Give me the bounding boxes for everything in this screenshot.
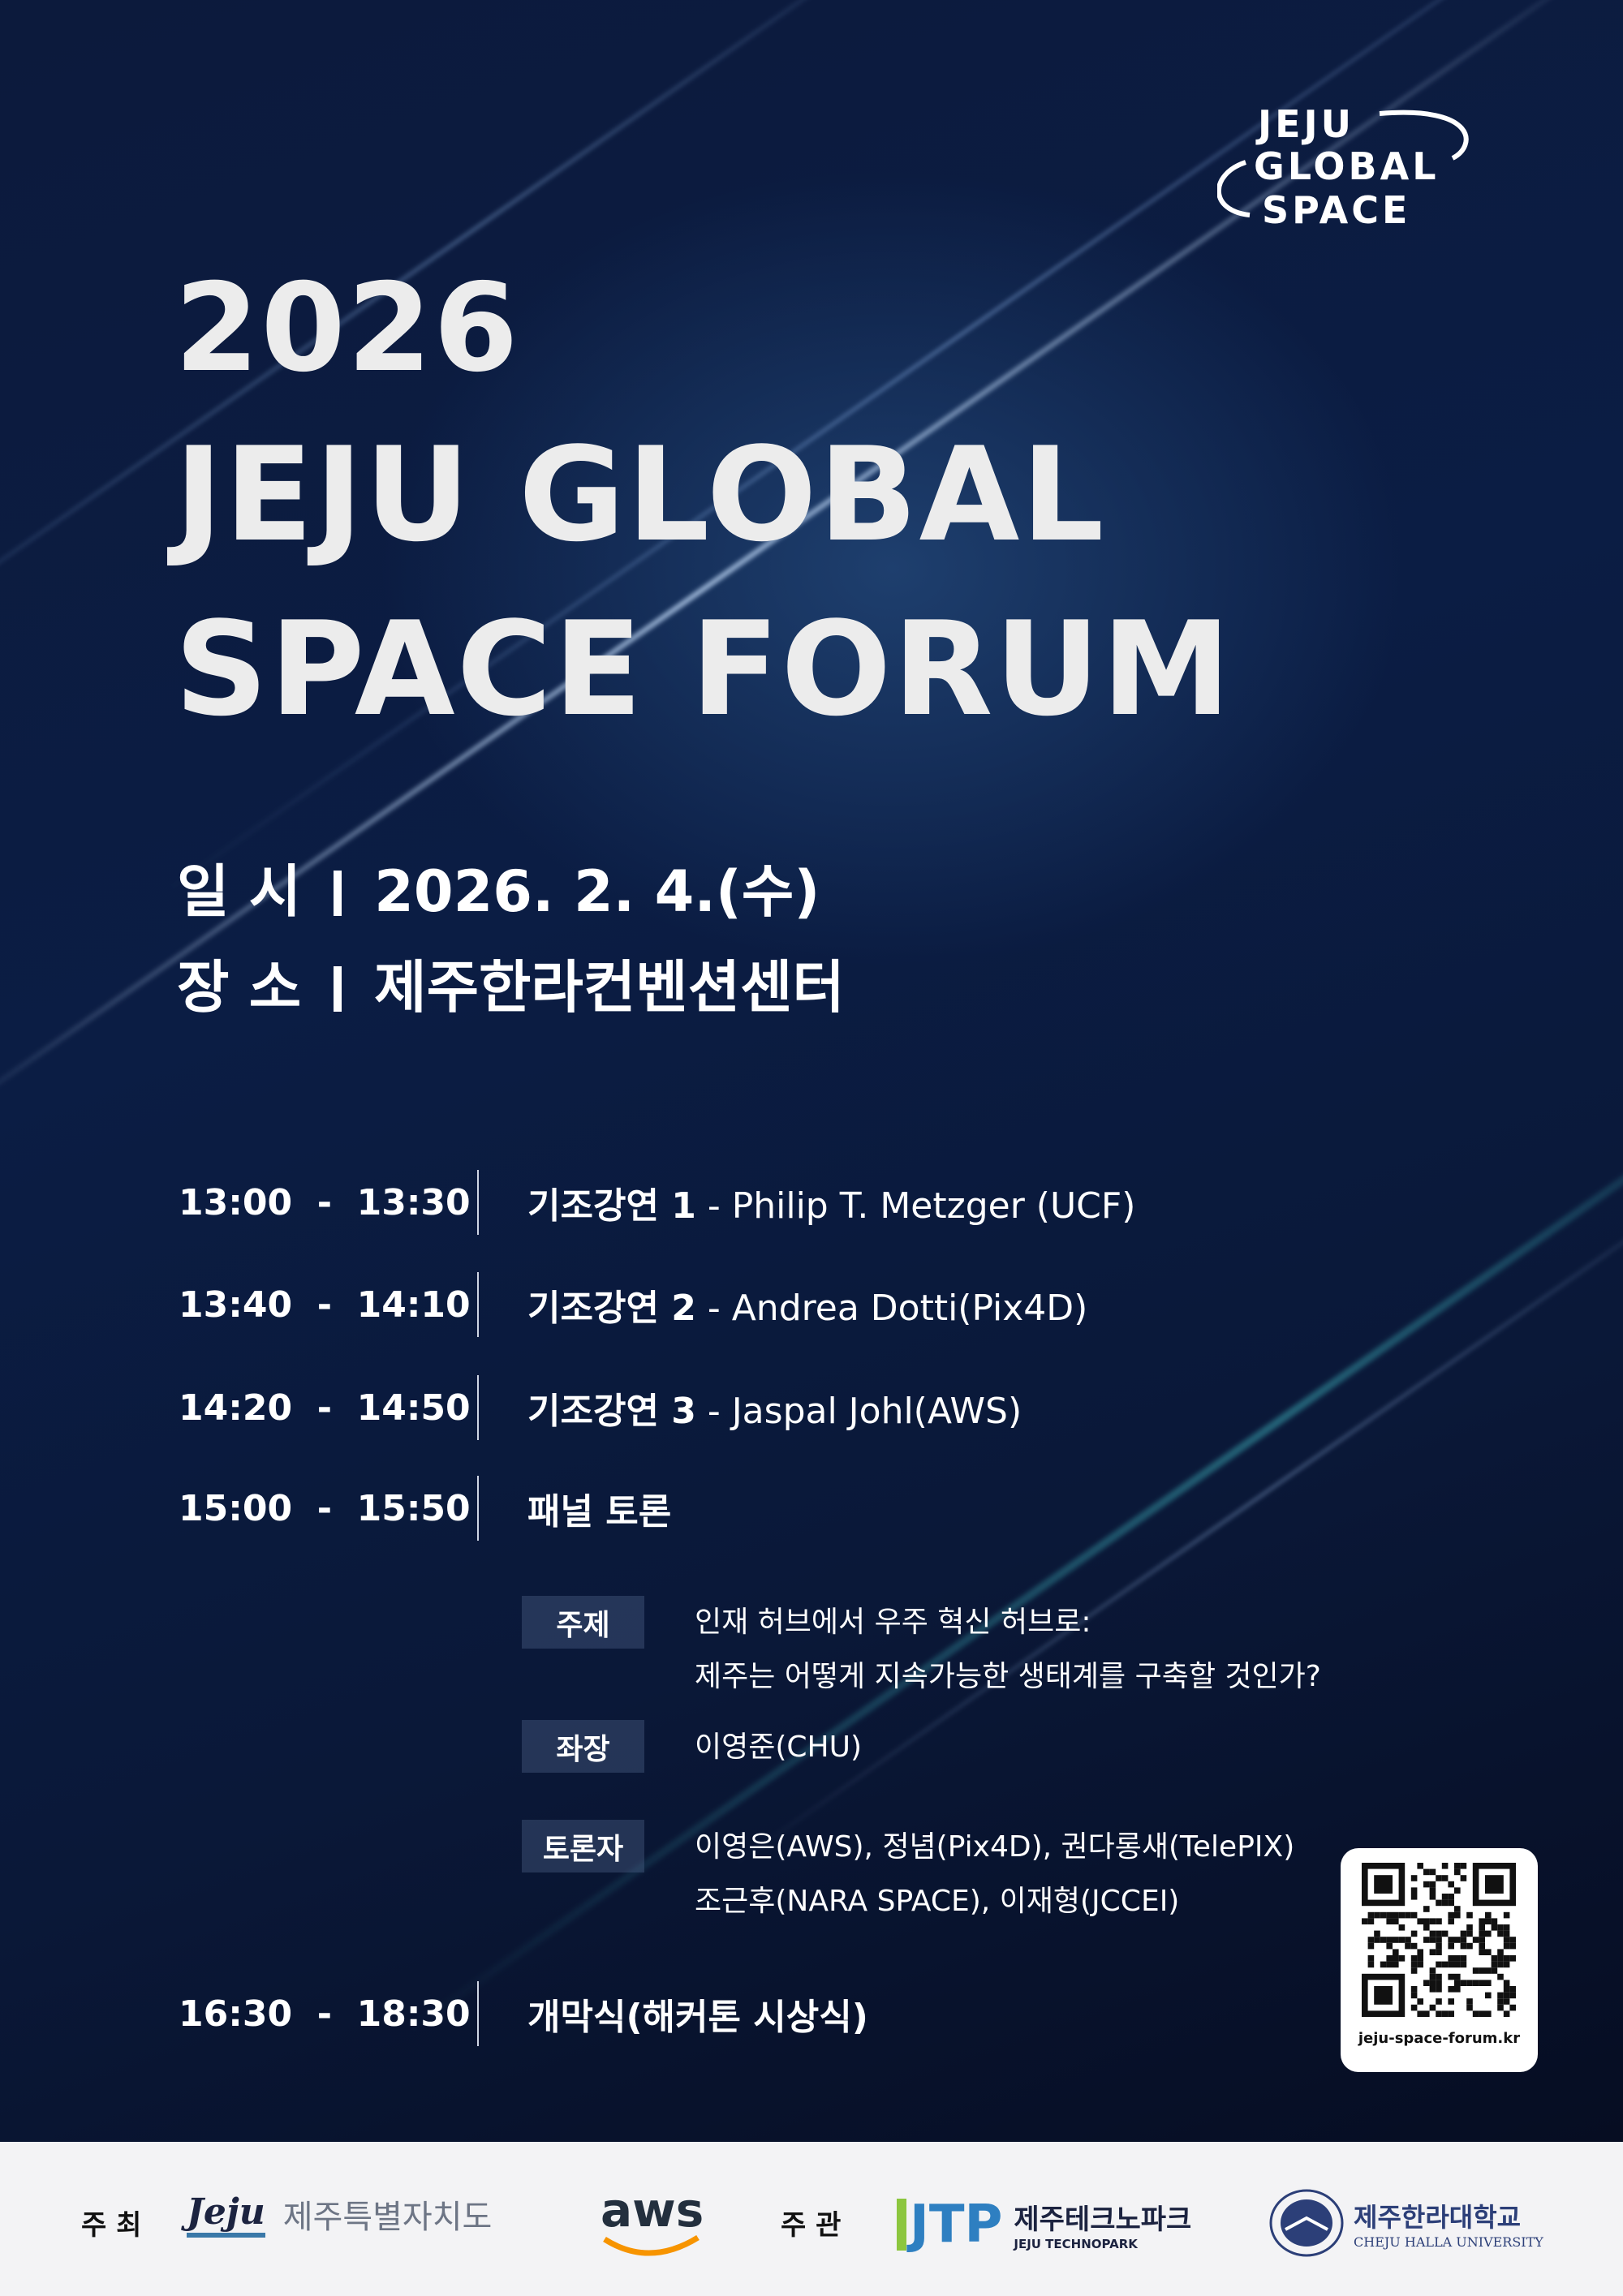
schedule-time: 13:40 - 14:10 [179, 1283, 471, 1326]
session-title: 기조강연 2 [527, 1288, 696, 1329]
panel-panelists: 토론자 이영은(AWS), 정념(Pix4D), 권다롱새(TelePIX) 조근후… [522, 1820, 1294, 1928]
divider [477, 1476, 479, 1541]
schedule-row: 13:40 - 14:10 기조강연 2 - Andrea Dotti(Pix4D… [179, 1272, 1087, 1337]
space-background [0, 0, 1623, 2142]
jeju-province-logo: Jeju 제주특별자치도 [187, 2191, 493, 2238]
jeju-global-space-logo: JEJU GLOBAL SPACE [1217, 97, 1477, 243]
session-speaker: - Philip T. Metzger (UCF) [695, 1185, 1136, 1227]
event-date: 일 시 2026. 2. 4.(수) [177, 858, 820, 925]
host-label: 주 최 [81, 2209, 142, 2242]
schedule-row: 16:30 - 18:30 개막식(해커톤 시상식) [179, 1981, 868, 2046]
panel-moderator: 좌장 이영준(CHU) [522, 1720, 862, 1774]
session-title: 기조강연 3 [527, 1391, 696, 1432]
schedule-row: 15:00 - 15:50 패널 토론 [179, 1476, 671, 1541]
event-place: 장 소 제주한라컨벤션센터 [177, 954, 845, 1021]
schedule-time: 16:30 - 18:30 [179, 1993, 471, 2035]
panel-topic: 주제 인재 허브에서 우주 혁신 허브로: 제주는 어떻게 지속가능한 생태계를 구… [522, 1596, 1321, 1704]
schedule-row: 13:00 - 13:30 기조강연 1 - Philip T. Metzger … [179, 1170, 1135, 1235]
session-title: 기조강연 1 [527, 1185, 696, 1227]
jtp-logo: JTP 제주테크노파크 JEJU TECHNOPARK [897, 2197, 1191, 2251]
aws-logo: aws [601, 2186, 706, 2259]
title-line-2: SPACE FORUM [174, 593, 1233, 745]
organizer-label: 주 관 [781, 2209, 842, 2242]
qr-code-icon [1362, 1863, 1516, 2017]
qr-caption: jeju-space-forum.kr [1358, 2030, 1521, 2047]
university-emblem-icon [1269, 2189, 1344, 2257]
session-title: 개막식(해커톤 시상식) [527, 1997, 868, 2038]
session-speaker: - Andrea Dotti(Pix4D) [695, 1288, 1088, 1329]
sponsor-footer: 주 최 Jeju 제주특별자치도 aws 주 관 JTP 제주테크노파크 JEJU… [0, 2142, 1623, 2296]
session-speaker: - Jaspal Johl(AWS) [695, 1391, 1022, 1432]
website-qr-code[interactable]: jeju-space-forum.kr [1341, 1848, 1538, 2072]
schedule-time: 15:00 - 15:50 [179, 1487, 471, 1529]
title-line-1: JEJU GLOBAL [174, 419, 1106, 570]
divider [477, 1170, 479, 1235]
divider [477, 1272, 479, 1337]
schedule-row: 14:20 - 14:50 기조강연 3 - Jaspal Johl(AWS) [179, 1375, 1022, 1440]
title-year: 2026 [174, 258, 520, 399]
schedule-time: 14:20 - 14:50 [179, 1387, 471, 1429]
cheju-halla-university-logo: 제주한라대학교 CHEJU HALLA UNIVERSITY [1268, 2189, 1543, 2257]
schedule-time: 13:00 - 13:30 [179, 1181, 471, 1223]
divider [477, 1981, 479, 2046]
session-title: 패널 토론 [527, 1491, 672, 1533]
divider [477, 1375, 479, 1440]
